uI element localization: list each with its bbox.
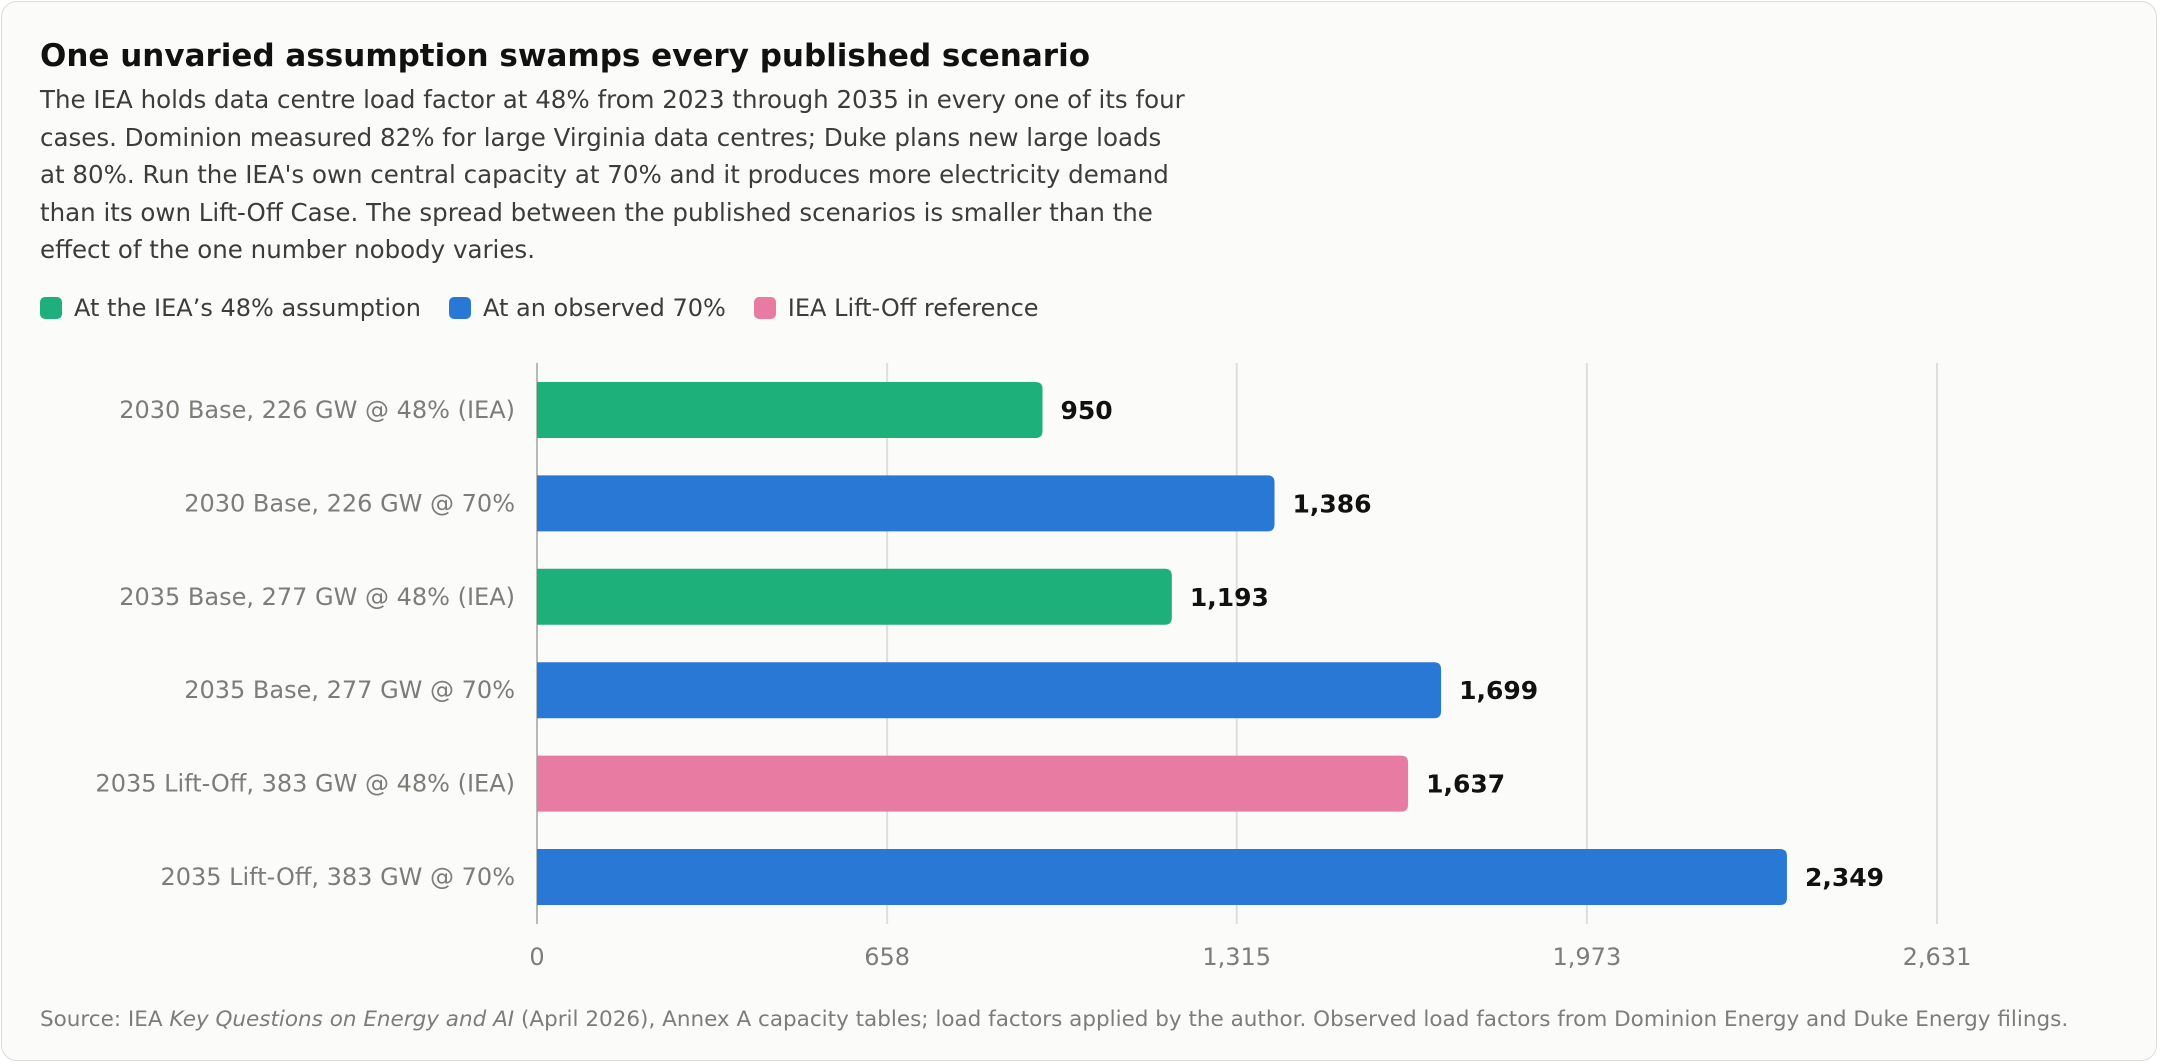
legend-item-48-percent: At the IEA’s 48% assumption xyxy=(40,294,421,322)
subtitle-line: effect of the one number nobody varies. xyxy=(40,235,535,264)
bar xyxy=(537,849,1787,905)
legend-label: At the IEA’s 48% assumption xyxy=(74,294,421,322)
category-label: 2030 Base, 226 GW @ 48% (IEA) xyxy=(119,396,515,424)
value-label: 1,699 xyxy=(1459,676,1538,705)
legend-label: At an observed 70% xyxy=(482,294,726,322)
x-tick-label: 2,631 xyxy=(1903,943,1972,971)
category-label: 2035 Base, 277 GW @ 48% (IEA) xyxy=(119,583,515,611)
bar xyxy=(537,662,1442,719)
value-label: 1,637 xyxy=(1426,770,1505,799)
source-title: Key Questions on Energy and AI xyxy=(169,1007,515,1032)
x-tick-label: 1,973 xyxy=(1553,943,1622,971)
subtitle-line: cases. Dominion measured 82% for large V… xyxy=(40,122,1162,152)
value-label: 1,386 xyxy=(1293,489,1372,518)
subtitle-line: than its own Lift-Off Case. The spread b… xyxy=(40,197,1153,227)
value-label: 950 xyxy=(1061,396,1113,425)
chart-title: One unvaried assumption swamps every pub… xyxy=(40,38,1090,74)
source-note: Source: IEA Key Questions on Energy and … xyxy=(40,1007,2068,1032)
legend-swatch-green xyxy=(40,297,62,319)
legend-item-70-percent: At an observed 70% xyxy=(448,294,726,322)
subtitle-line: The IEA holds data centre load factor at… xyxy=(40,85,1185,114)
bar xyxy=(537,382,1043,438)
bar xyxy=(537,755,1409,812)
x-tick-label: 0 xyxy=(529,943,544,971)
bar xyxy=(537,568,1172,625)
legend-swatch-pink xyxy=(753,297,776,319)
x-tick-label: 658 xyxy=(864,943,910,971)
category-label: 2035 Lift-Off, 383 GW @ 48% (IEA) xyxy=(95,770,515,798)
chart-legend: At the IEA’s 48% assumption At an observ… xyxy=(40,291,1039,325)
legend-swatch-blue xyxy=(448,297,471,319)
value-label: 1,193 xyxy=(1190,583,1269,612)
bar xyxy=(537,475,1275,532)
source-prefix: Source: IEA xyxy=(40,1007,170,1032)
legend-label: IEA Lift-Off reference xyxy=(787,294,1039,322)
value-label: 2,349 xyxy=(1805,863,1884,892)
source-suffix: (April 2026), Annex A capacity tables; l… xyxy=(514,1007,2069,1032)
category-label: 2030 Base, 226 GW @ 70% xyxy=(184,489,515,517)
chart-subtitle: The IEA holds data centre load factor at… xyxy=(40,81,1240,269)
category-label: 2035 Lift-Off, 383 GW @ 70% xyxy=(160,863,515,891)
category-label: 2035 Base, 277 GW @ 70% xyxy=(184,676,515,704)
x-tick-label: 1,315 xyxy=(1202,943,1271,971)
legend-item-lift-off: IEA Lift-Off reference xyxy=(753,294,1039,322)
subtitle-line: at 80%. Run the IEA's own central capaci… xyxy=(40,160,1169,189)
